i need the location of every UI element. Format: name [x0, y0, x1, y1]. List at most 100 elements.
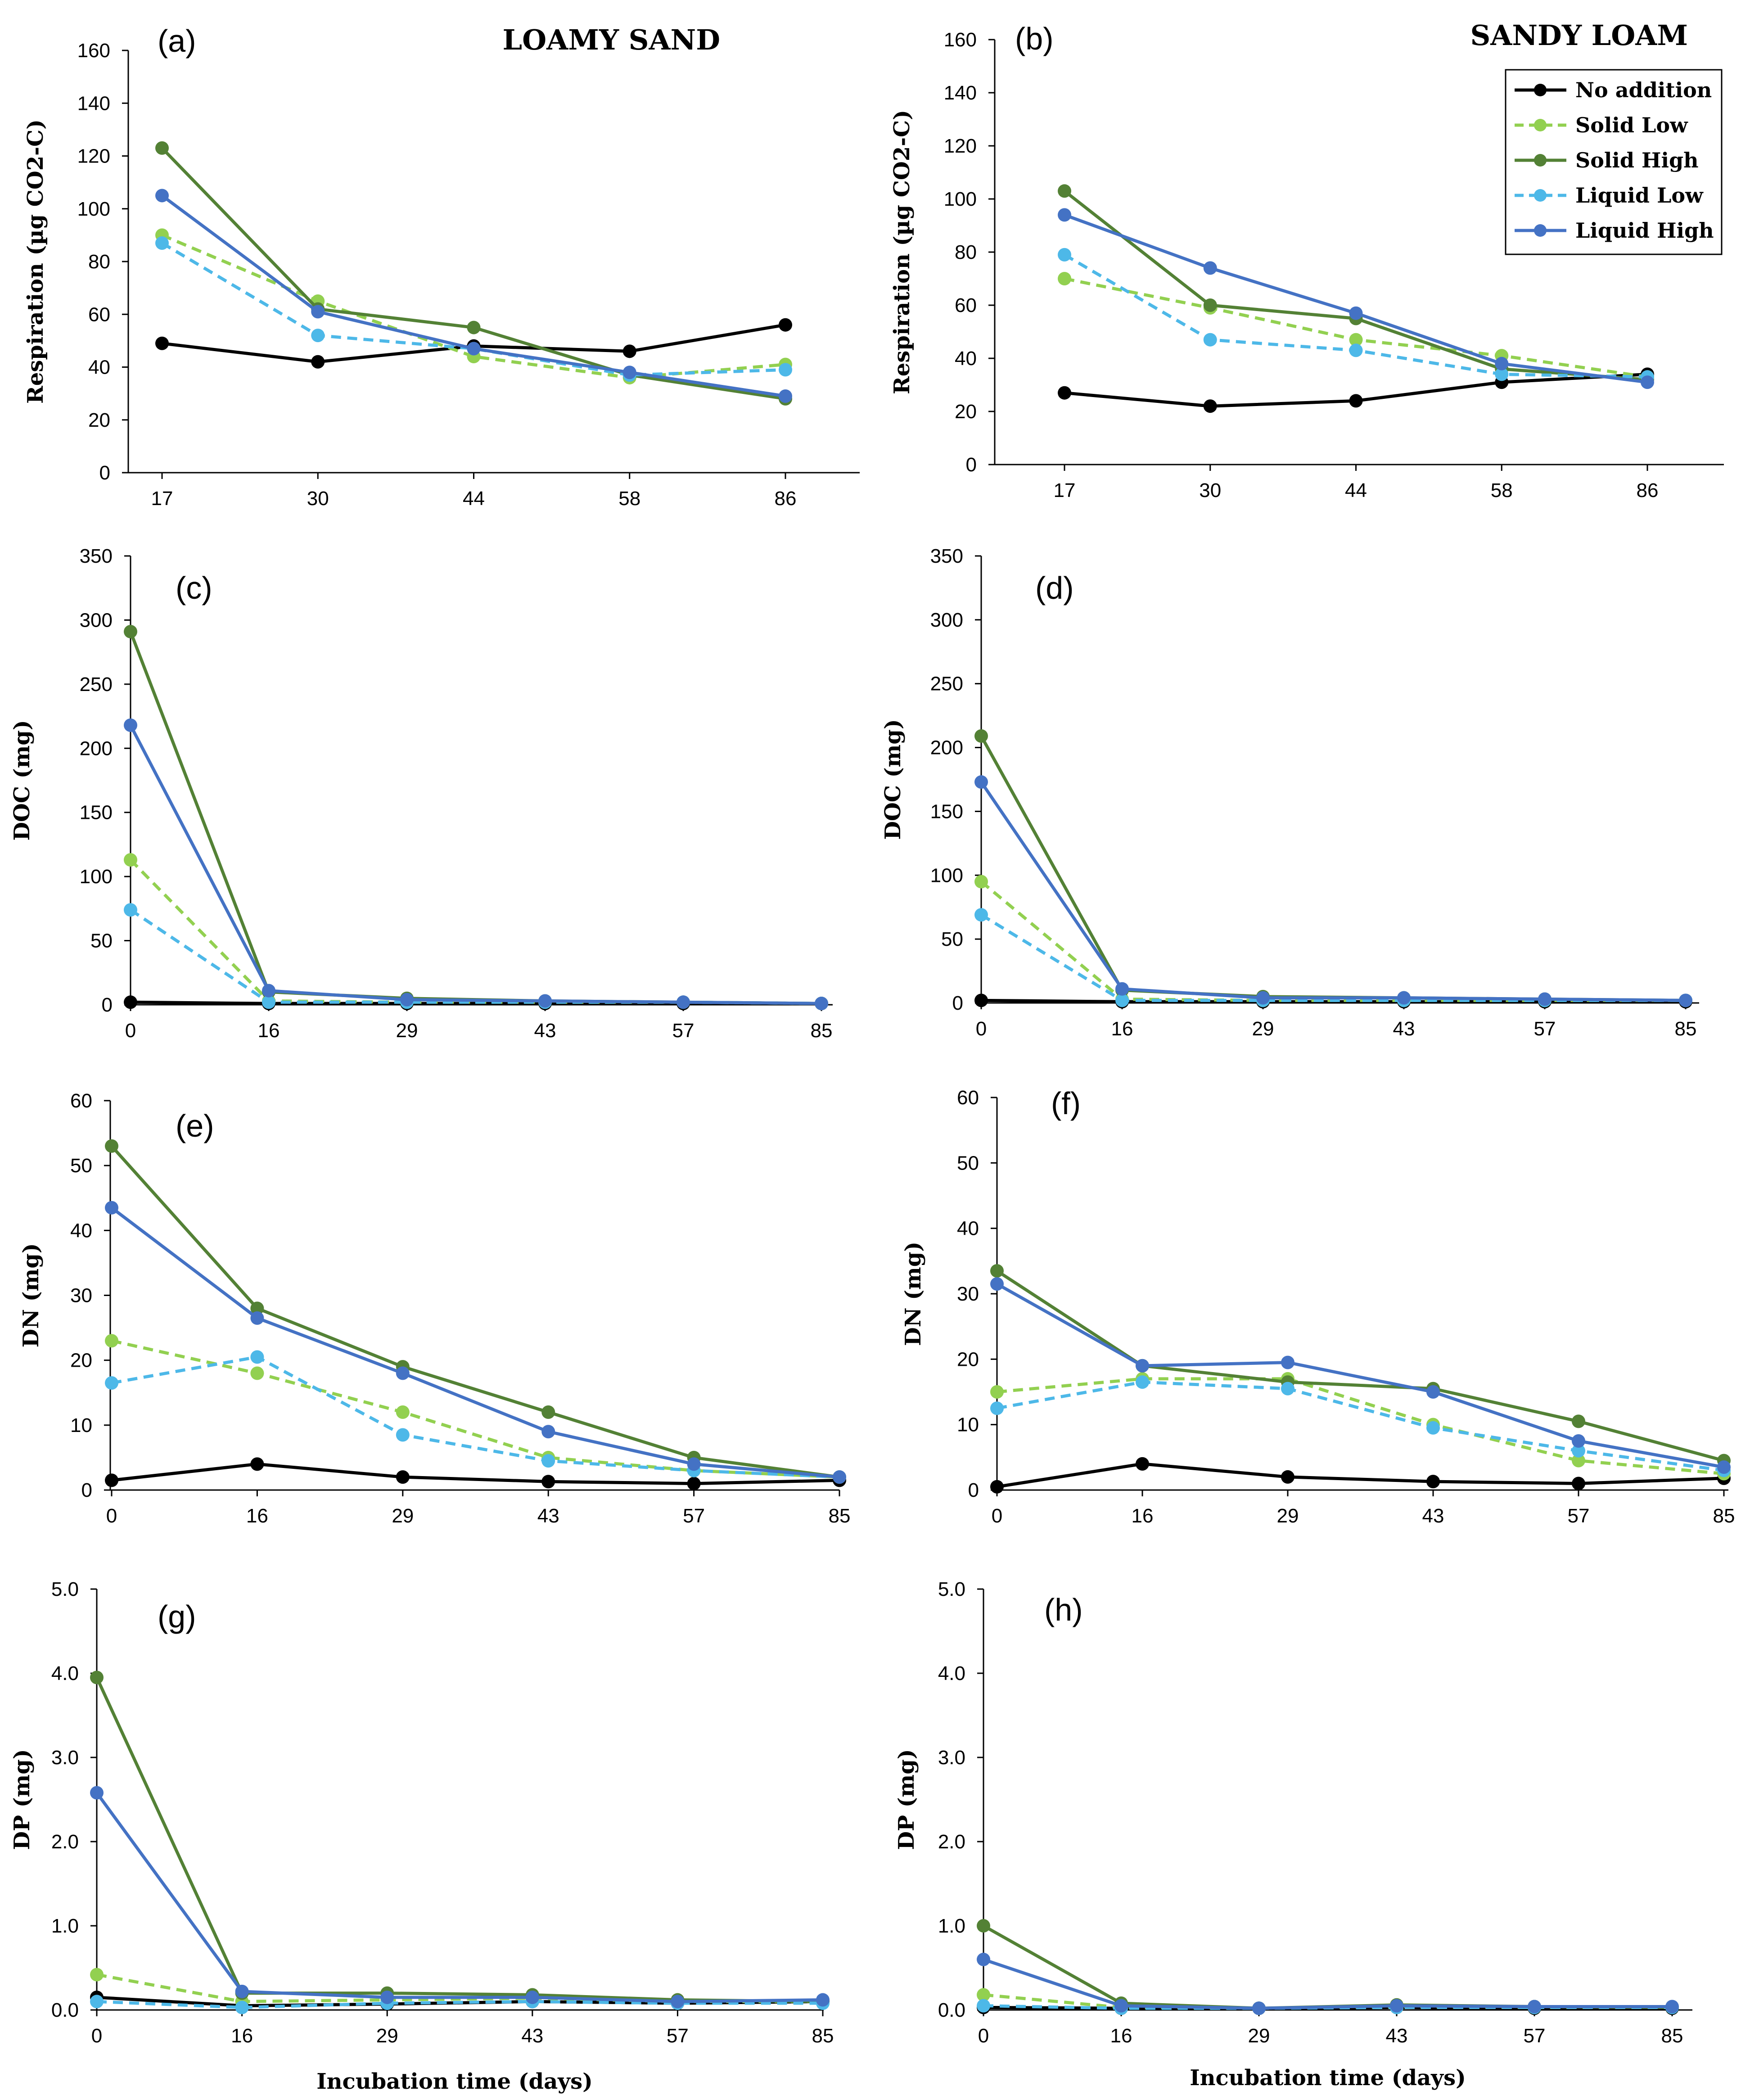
- data-point-liquid-high: [1390, 1999, 1403, 2013]
- x-tick-label: 30: [1199, 479, 1221, 501]
- legend-marker: [1534, 224, 1547, 237]
- panel-a: 0 20 40 60 80 100 120 140 160 17 30 44 58 86 Respirati…: [23, 23, 860, 510]
- panel-label: (b): [1015, 21, 1054, 56]
- data-point-solid-low: [1572, 1454, 1585, 1468]
- y-tick-label: 300: [930, 609, 963, 631]
- panel-label: (f): [1051, 1086, 1081, 1121]
- x-tick-label: 85: [829, 1505, 851, 1527]
- y-tick-label: 20: [70, 1350, 92, 1372]
- x-tick-label: 44: [1345, 479, 1367, 501]
- y-tick-label: 150: [80, 802, 113, 824]
- data-point-liquid-high: [262, 984, 275, 998]
- data-point-no-addition: [1203, 399, 1217, 413]
- x-tick-label: 85: [1661, 2025, 1683, 2047]
- data-point-liquid-high: [833, 1470, 846, 1484]
- data-point-no-addition: [990, 1480, 1004, 1494]
- y-tick-label: 80: [88, 251, 110, 273]
- data-point-liquid-low: [1495, 367, 1509, 381]
- x-tick-label: 85: [1713, 1505, 1735, 1527]
- data-point-liquid-low: [990, 1401, 1004, 1415]
- data-point-solid-low: [124, 853, 137, 867]
- legend: No addition Solid Low Solid High Liquid Low…: [1505, 69, 1723, 255]
- data-point-no-addition: [1281, 1470, 1294, 1484]
- data-point-liquid-high: [155, 189, 169, 203]
- x-tick-label: 17: [1054, 479, 1076, 501]
- y-tick-label: 200: [930, 737, 963, 759]
- data-point-liquid-high: [124, 718, 137, 732]
- x-tick-label: 58: [618, 488, 640, 510]
- y-tick-label: 1.0: [51, 1915, 79, 1937]
- data-point-solid-high: [105, 1139, 118, 1153]
- x-tick-label: 17: [151, 488, 173, 510]
- data-point-liquid-high: [1665, 2000, 1679, 2014]
- data-point-solid-high: [1572, 1414, 1585, 1428]
- legend-label: No addition: [1575, 78, 1712, 102]
- y-tick-label: 2.0: [51, 1831, 79, 1853]
- y-tick-label: 160: [944, 29, 977, 51]
- x-tick-label: 43: [537, 1505, 559, 1527]
- data-point-liquid-high: [311, 305, 325, 319]
- data-point-solid-high: [155, 141, 169, 155]
- panel-f: 0 10 20 30 40 50 60 0 16 29 43 57 85 DN (mg) (f): [901, 1086, 1735, 1527]
- y-tick-label: 0: [966, 454, 977, 476]
- y-tick-label: 100: [80, 866, 113, 888]
- y-tick-label: 120: [77, 145, 110, 167]
- y-tick-label: 350: [930, 545, 963, 567]
- y-tick-label: 3.0: [51, 1747, 79, 1769]
- y-tick-label: 50: [941, 928, 963, 950]
- data-point-liquid-high: [541, 1425, 555, 1439]
- xlabel-left: Incubation time (days): [316, 2069, 593, 2094]
- data-point-liquid-high: [1717, 1460, 1731, 1474]
- y-axis-label: DP (mg): [9, 1749, 35, 1850]
- data-point-liquid-high: [671, 1995, 685, 2009]
- data-point-liquid-low: [90, 1995, 104, 2009]
- x-tick-label: 43: [534, 1020, 556, 1042]
- y-tick-label: 50: [90, 930, 113, 952]
- x-tick-label: 29: [1277, 1505, 1299, 1527]
- x-tick-label: 16: [246, 1505, 268, 1527]
- data-point-no-addition: [311, 355, 325, 369]
- y-tick-label: 40: [957, 1218, 979, 1240]
- panel-label: (h): [1044, 1592, 1083, 1627]
- soil-title-left: LOAMY SAND: [503, 23, 721, 56]
- x-tick-label: 58: [1491, 479, 1513, 501]
- y-tick-label: 120: [944, 135, 977, 157]
- data-point-solid-high: [990, 1264, 1004, 1278]
- x-tick-label: 57: [667, 2025, 689, 2047]
- series-line-liquid-low: [111, 1355, 840, 1479]
- data-point-liquid-low: [779, 363, 792, 377]
- data-point-liquid-low: [1203, 333, 1217, 347]
- x-tick-label: 29: [1252, 1018, 1274, 1040]
- data-point-no-addition: [1136, 1457, 1149, 1471]
- x-tick-label: 16: [258, 1020, 280, 1042]
- series-line-liquid-high: [996, 1283, 1724, 1469]
- data-point-no-addition: [622, 344, 636, 358]
- y-axis-label: DOC (mg): [880, 719, 906, 840]
- x-tick-label: 57: [683, 1505, 705, 1527]
- series-line-liquid-high: [129, 724, 822, 1005]
- y-tick-label: 50: [70, 1155, 92, 1177]
- series-line-liquid-high: [110, 1206, 840, 1479]
- data-point-liquid-high: [779, 389, 792, 403]
- data-point-liquid-low: [541, 1454, 555, 1468]
- legend-marker: [1534, 189, 1547, 202]
- series-line-solid-high: [95, 1676, 823, 2003]
- data-point-solid-low: [990, 1385, 1004, 1399]
- series-line-solid-high: [983, 1924, 1673, 2010]
- legend-marker: [1534, 84, 1547, 96]
- y-tick-label: 100: [930, 864, 963, 886]
- y-tick-label: 300: [80, 609, 113, 631]
- data-point-liquid-low: [1058, 248, 1071, 262]
- series-line-liquid-low: [161, 241, 786, 377]
- y-tick-label: 350: [80, 545, 113, 567]
- x-tick-label: 0: [978, 2025, 989, 2047]
- panel-g: 0.0 1.0 2.0 3.0 4.0 5.0 0 16 29 43 57 85 DP (mg) (g): [9, 1578, 834, 2047]
- y-tick-label: 40: [955, 348, 977, 370]
- x-tick-label: 16: [1132, 1505, 1154, 1527]
- data-point-liquid-high: [1641, 375, 1654, 389]
- y-tick-label: 60: [955, 294, 977, 316]
- data-point-liquid-high: [1114, 1999, 1128, 2013]
- data-point-solid-low: [977, 1988, 990, 2002]
- series-line-solid-low: [161, 234, 786, 379]
- y-tick-label: 0: [952, 992, 963, 1014]
